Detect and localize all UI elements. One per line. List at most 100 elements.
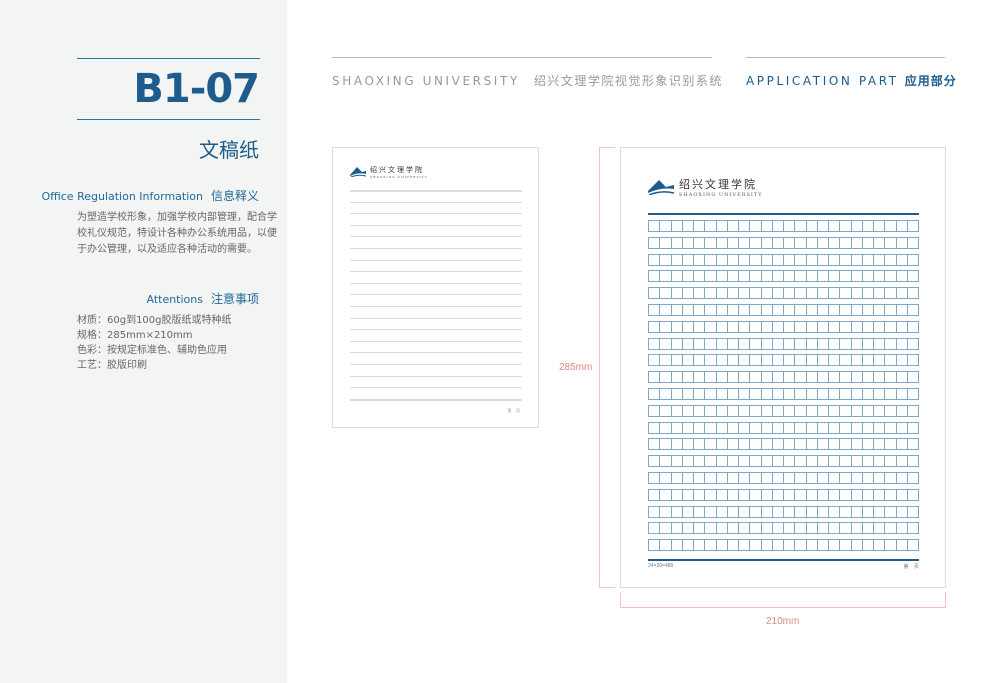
grid-cell xyxy=(818,456,829,467)
grid-cell xyxy=(750,523,762,534)
grid-cell xyxy=(829,439,841,450)
grid-cell xyxy=(897,338,908,349)
grid-cell xyxy=(795,422,807,433)
grid-cell xyxy=(852,305,863,315)
grid-cell xyxy=(874,422,886,433)
grid-cell xyxy=(762,473,773,483)
grid-cell xyxy=(795,321,807,332)
width-dimension-line xyxy=(620,592,946,608)
grid-cell xyxy=(773,489,784,500)
grid-cell xyxy=(885,305,897,315)
grid-cell xyxy=(795,405,807,416)
grid-cell xyxy=(728,540,739,551)
divider xyxy=(746,57,945,58)
grid-row xyxy=(648,522,919,535)
grid-cell xyxy=(840,540,852,551)
grid-cell xyxy=(739,506,751,517)
grid-cell xyxy=(795,305,807,315)
grid-cell xyxy=(739,288,751,299)
grid-cell xyxy=(829,473,841,483)
grid-row xyxy=(648,236,919,249)
grid-cell xyxy=(818,422,829,433)
ruled-line xyxy=(350,271,522,273)
grid-cell xyxy=(863,489,874,500)
grid-cell xyxy=(649,540,661,551)
grid-cell xyxy=(705,338,717,349)
grid-cell xyxy=(807,540,818,551)
page-code: B1-07 xyxy=(133,66,260,112)
grid-cell xyxy=(840,389,852,399)
grid-cell xyxy=(683,389,694,399)
info-heading-en: Office Regulation Information xyxy=(41,190,203,203)
grid-cell xyxy=(807,355,818,366)
grid-cell xyxy=(683,288,694,299)
grid-cell xyxy=(705,355,717,366)
ruled-line xyxy=(350,282,522,284)
grid-count: 24×20=480 xyxy=(648,563,674,569)
grid-cell xyxy=(649,288,661,299)
grid-cell xyxy=(717,305,728,315)
grid-cell xyxy=(694,422,706,433)
grid-cell xyxy=(897,221,908,231)
grid-row xyxy=(648,488,919,501)
grid-cell xyxy=(829,237,841,248)
grid-cell xyxy=(829,288,841,299)
grid-cell xyxy=(694,506,706,517)
grid-cell xyxy=(818,355,829,366)
grid-cell xyxy=(852,473,863,483)
grid-cell xyxy=(694,523,706,534)
grid-cell xyxy=(683,540,694,551)
grid-cell xyxy=(672,305,683,315)
grid-cell xyxy=(649,473,661,483)
grid-cell xyxy=(807,506,818,517)
page-footer: 第 页 xyxy=(903,564,919,570)
divider xyxy=(332,57,712,58)
grid-cell xyxy=(750,355,762,366)
grid-cell xyxy=(773,540,784,551)
grid-cell xyxy=(683,372,694,383)
grid-cell xyxy=(773,305,784,315)
grid-cell xyxy=(649,271,661,282)
grid-cell xyxy=(885,489,897,500)
grid-cell xyxy=(818,254,829,265)
grid-cell xyxy=(863,355,874,366)
grid-cell xyxy=(795,237,807,248)
grid-cell xyxy=(784,271,796,282)
grid-cell xyxy=(908,238,918,248)
grid-cell xyxy=(672,321,683,332)
grid-cell xyxy=(885,221,897,231)
grid-cell xyxy=(908,473,918,483)
grid-cell xyxy=(784,405,796,416)
grid-cell xyxy=(874,288,886,299)
info-heading-cn: 信息释义 xyxy=(210,189,259,203)
grid-cell xyxy=(705,305,717,315)
grid-cell xyxy=(795,489,807,500)
grid-cell xyxy=(773,405,784,416)
attention-heading-en: Attentions xyxy=(146,293,203,306)
grid-cell xyxy=(672,271,683,282)
grid-cell xyxy=(762,305,773,315)
grid-cell xyxy=(705,321,717,332)
grid-cell xyxy=(829,254,841,265)
grid-cell xyxy=(717,389,728,399)
grid-cell xyxy=(739,489,751,500)
grid-cell xyxy=(739,237,751,248)
grid-cell xyxy=(705,405,717,416)
grid-cell xyxy=(694,237,706,248)
grid-cell xyxy=(874,523,886,534)
grid-cell xyxy=(683,506,694,517)
grid-cell xyxy=(863,237,874,248)
grid-cell xyxy=(818,523,829,534)
grid-cell xyxy=(705,422,717,433)
grid-cell xyxy=(795,338,807,349)
height-dimension-line xyxy=(599,147,615,588)
grid-cell xyxy=(649,254,661,265)
grid-cell xyxy=(739,355,751,366)
grid-cell xyxy=(683,221,694,231)
grid-cell xyxy=(795,523,807,534)
grid-cell xyxy=(649,506,661,517)
grid-cell xyxy=(908,406,918,416)
ruled-line xyxy=(350,375,522,377)
grid-cell xyxy=(784,355,796,366)
grid-cell xyxy=(717,338,728,349)
